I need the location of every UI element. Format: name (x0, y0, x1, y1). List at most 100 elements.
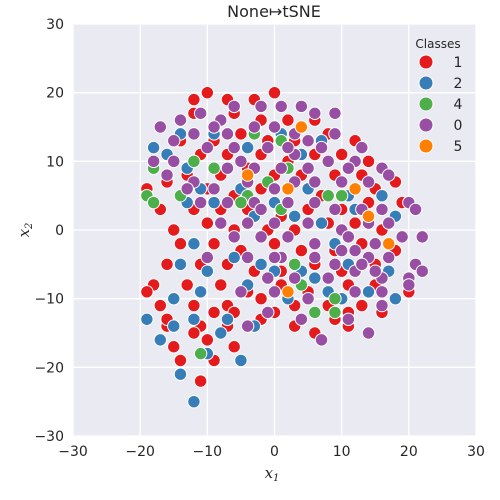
data-point-class-0 (281, 140, 295, 155)
data-point-class-0 (234, 154, 248, 169)
data-point-class-2 (173, 257, 188, 272)
data-point-class-0 (294, 312, 309, 326)
data-point-class-2 (146, 140, 161, 155)
x-tick-label: 20 (400, 444, 418, 460)
legend-marker-1 (418, 54, 434, 70)
data-point-class-0 (301, 291, 315, 306)
data-point-class-0 (180, 182, 194, 196)
data-point-class-0 (328, 106, 342, 120)
data-point-class-0 (361, 175, 376, 189)
data-point-class-4 (328, 291, 342, 306)
data-point-class-0 (247, 120, 262, 134)
data-point-class-1 (193, 374, 208, 388)
data-point-class-4 (334, 188, 349, 203)
data-point-class-0 (274, 161, 288, 175)
legend-label-2: 2 (454, 76, 463, 92)
data-point-class-2 (308, 271, 322, 285)
data-point-class-1 (281, 113, 295, 127)
data-point-class-5 (381, 237, 396, 251)
data-point-class-1 (173, 353, 188, 368)
data-point-class-0 (395, 230, 409, 244)
data-point-class-0 (321, 271, 335, 285)
y-tick-label: 20 (46, 86, 64, 102)
y-tick-label: 10 (46, 154, 64, 170)
data-point-class-5 (361, 209, 376, 223)
data-point-class-0 (301, 161, 315, 175)
data-point-class-5 (294, 120, 309, 134)
data-point-class-1 (200, 333, 215, 347)
data-point-class-2 (193, 285, 208, 299)
data-point-class-0 (220, 127, 235, 141)
legend-label-4: 4 (454, 97, 463, 113)
x-axis-label-main: x (265, 464, 274, 482)
data-point-class-0 (321, 154, 335, 169)
data-point-class-1 (153, 298, 168, 313)
data-point-class-4 (146, 195, 161, 210)
data-point-class-0 (267, 285, 282, 299)
data-point-class-2 (173, 367, 188, 381)
y-axis-label-main: x (15, 228, 33, 237)
data-point-class-2 (167, 291, 181, 306)
data-point-class-0 (207, 120, 221, 134)
y-axis-label-sub: 2 (24, 223, 35, 230)
legend-marker-5 (418, 138, 434, 154)
data-point-class-4 (187, 154, 201, 169)
data-point-class-0 (214, 216, 228, 230)
data-point-class-0 (408, 202, 423, 217)
data-point-class-0 (381, 250, 396, 265)
data-point-class-0 (167, 154, 181, 169)
data-point-class-0 (200, 140, 215, 155)
data-point-class-0 (200, 250, 215, 265)
data-point-class-0 (328, 202, 342, 217)
data-point-class-1 (334, 147, 349, 162)
data-point-class-1 (187, 92, 201, 107)
data-point-class-1 (361, 154, 376, 169)
data-point-class-1 (294, 243, 309, 258)
y-axis-label: x2 (15, 223, 35, 238)
data-point-class-1 (180, 278, 194, 292)
legend-title: Classes (415, 37, 460, 51)
data-point-class-2 (388, 291, 403, 306)
data-point-class-2 (167, 319, 181, 333)
data-point-class-0 (294, 99, 309, 114)
data-point-class-4 (328, 305, 342, 320)
data-point-class-0 (415, 230, 429, 244)
data-point-class-2 (220, 312, 235, 326)
data-point-class-2 (214, 326, 228, 340)
y-tick-label: 30 (46, 17, 64, 33)
x-tick-label: −30 (58, 444, 88, 460)
data-point-class-0 (267, 250, 282, 265)
data-point-class-0 (415, 264, 429, 278)
chart-title: None↦tSNE (227, 2, 321, 21)
data-point-class-0 (261, 305, 275, 320)
data-point-class-5 (281, 182, 295, 196)
data-point-class-0 (341, 312, 356, 326)
data-point-class-0 (314, 333, 329, 347)
y-tick-label: 0 (55, 223, 64, 239)
data-point-class-1 (267, 85, 282, 100)
data-point-class-0 (375, 202, 389, 217)
data-point-class-0 (193, 195, 208, 210)
data-point-class-0 (274, 99, 288, 114)
legend-marker-4 (418, 96, 434, 112)
legend-label-5: 5 (454, 139, 463, 155)
data-point-class-2 (187, 237, 201, 251)
data-point-class-2 (254, 257, 268, 272)
data-point-class-0 (328, 257, 342, 272)
data-point-class-0 (267, 216, 282, 230)
data-point-class-0 (308, 237, 322, 251)
data-point-class-0 (301, 134, 315, 148)
data-point-class-5 (240, 168, 255, 182)
data-point-class-0 (308, 106, 322, 120)
data-point-class-2 (207, 195, 221, 210)
x-axis-label-sub: 1 (273, 473, 279, 484)
data-point-class-1 (200, 216, 215, 230)
legend-marker-0 (418, 117, 434, 133)
x-tick-label: 30 (467, 444, 485, 460)
data-point-class-1 (187, 326, 201, 340)
data-point-class-0 (227, 230, 241, 244)
data-point-class-0 (153, 120, 168, 134)
data-point-class-2 (375, 188, 389, 203)
